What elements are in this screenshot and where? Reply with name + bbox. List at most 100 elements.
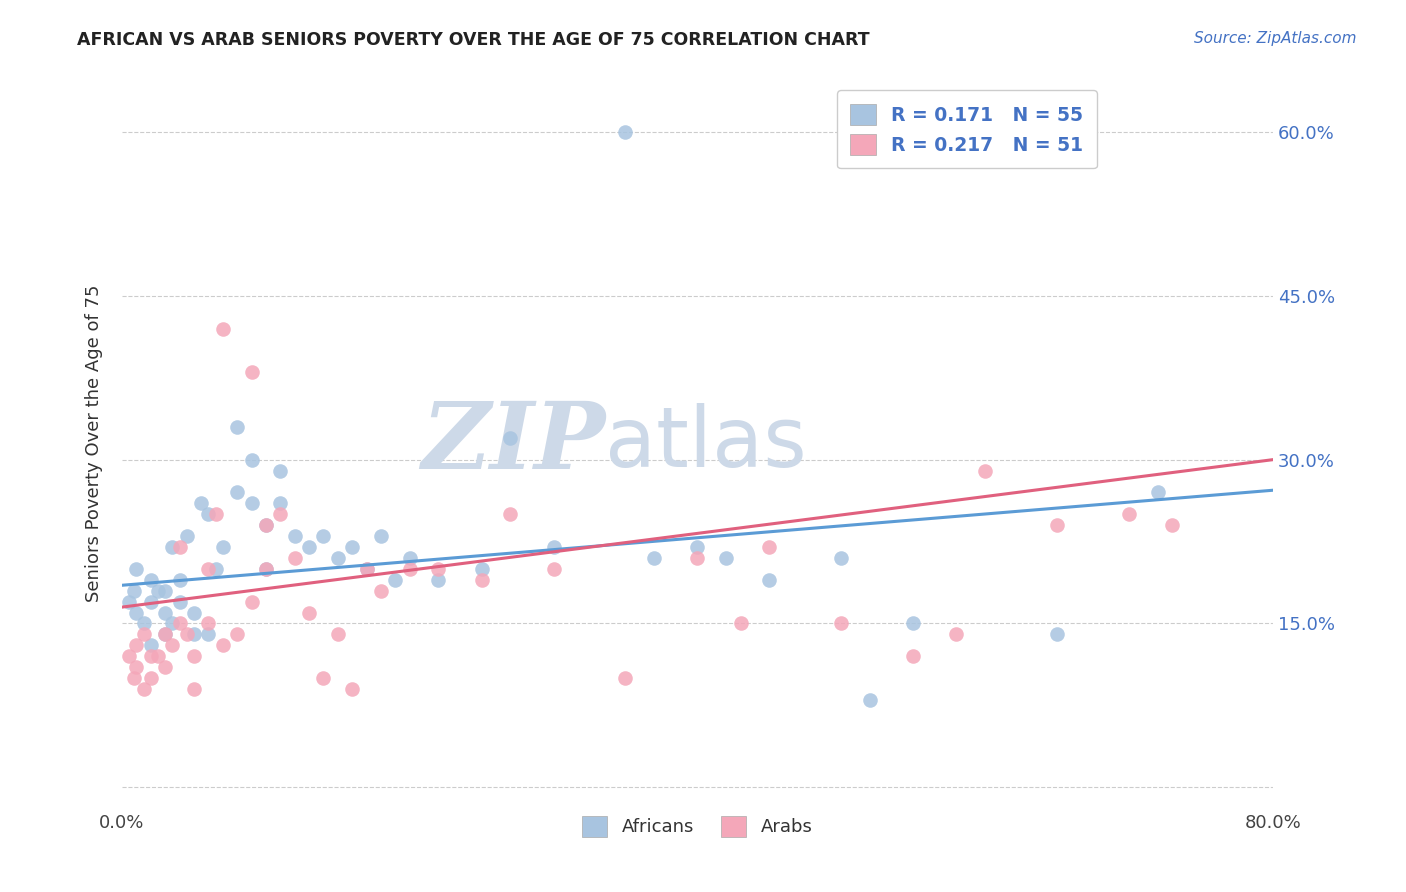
Point [183,606,205,620]
Point [183,649,205,664]
Point [226,627,249,641]
Point [146,583,169,598]
Point [240,365,263,379]
Point [312,671,335,685]
Point [543,540,565,554]
Point [125,606,148,620]
Point [1146,485,1168,500]
Point [125,562,148,576]
Point [183,627,205,641]
Point [471,562,494,576]
Point [1046,518,1069,533]
Point [176,529,198,543]
Point [714,551,737,566]
Point [356,562,378,576]
Point [1046,627,1069,641]
Point [118,594,141,608]
Point [211,321,233,335]
Point [162,540,184,554]
Point [197,616,219,631]
Point [614,671,637,685]
Legend: Africans, Arabs: Africans, Arabs [575,809,820,844]
Point [204,562,226,576]
Point [139,671,162,685]
Point [153,606,176,620]
Point [269,508,291,522]
Point [356,562,378,576]
Point [176,627,198,641]
Point [122,671,145,685]
Point [974,464,997,478]
Point [643,551,665,566]
Point [118,649,141,664]
Point [1161,518,1184,533]
Point [614,125,637,139]
Point [340,540,363,554]
Text: atlas: atlas [606,403,807,483]
Point [298,606,321,620]
Point [254,518,277,533]
Point [169,616,191,631]
Point [146,649,169,664]
Point [254,562,277,576]
Point [190,496,212,510]
Point [125,638,148,652]
Point [370,529,392,543]
Point [284,529,307,543]
Point [830,551,852,566]
Point [945,627,967,641]
Point [254,518,277,533]
Point [211,540,233,554]
Point [197,508,219,522]
Point [499,508,522,522]
Point [153,583,176,598]
Point [830,616,852,631]
Y-axis label: Seniors Poverty Over the Age of 75: Seniors Poverty Over the Age of 75 [86,285,103,602]
Point [859,693,882,707]
Point [132,627,155,641]
Point [398,562,420,576]
Point [139,573,162,587]
Point [326,627,349,641]
Point [197,562,219,576]
Point [298,540,321,554]
Point [326,551,349,566]
Point [499,431,522,445]
Point [730,616,752,631]
Point [226,420,249,434]
Point [125,660,148,674]
Point [312,529,335,543]
Point [197,627,219,641]
Point [153,660,176,674]
Point [162,638,184,652]
Point [686,551,709,566]
Point [758,540,780,554]
Point [169,573,191,587]
Point [132,681,155,696]
Point [240,594,263,608]
Text: Source: ZipAtlas.com: Source: ZipAtlas.com [1194,31,1357,46]
Point [162,616,184,631]
Point [284,551,307,566]
Point [211,638,233,652]
Point [139,649,162,664]
Point [183,681,205,696]
Point [398,551,420,566]
Point [543,562,565,576]
Point [132,616,155,631]
Point [427,562,450,576]
Point [1118,508,1140,522]
Text: AFRICAN VS ARAB SENIORS POVERTY OVER THE AGE OF 75 CORRELATION CHART: AFRICAN VS ARAB SENIORS POVERTY OVER THE… [77,31,870,49]
Point [139,638,162,652]
Point [169,540,191,554]
Point [240,496,263,510]
Point [370,583,392,598]
Point [139,594,162,608]
Point [758,573,780,587]
Point [384,573,406,587]
Point [471,573,494,587]
Point [901,649,924,664]
Point [153,627,176,641]
Point [204,508,226,522]
Point [269,496,291,510]
